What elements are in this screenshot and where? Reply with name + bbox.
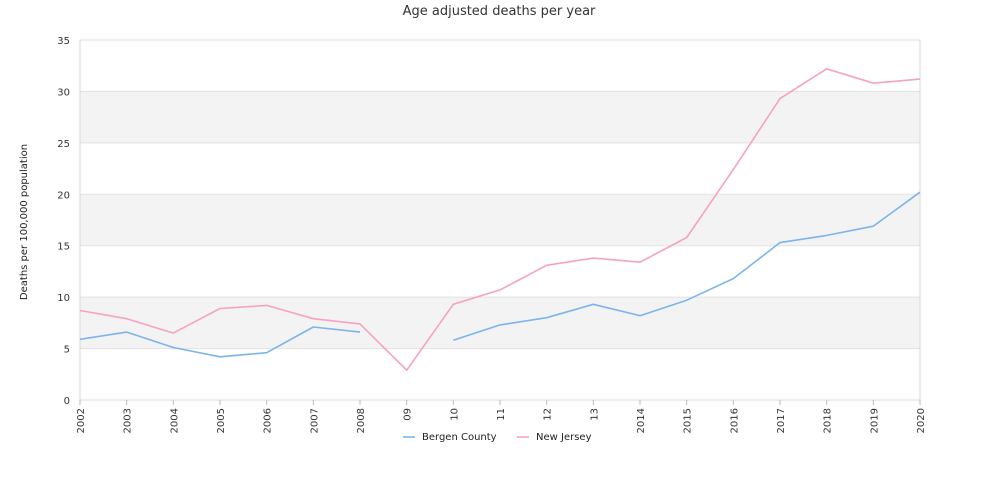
legend-label: New Jersey xyxy=(536,432,592,443)
x-tick-label: 2020 xyxy=(916,408,927,433)
legend[interactable]: Bergen County New Jersey xyxy=(403,432,592,443)
x-tick-label: 2017 xyxy=(776,408,787,433)
legend-item-0[interactable]: Bergen County xyxy=(403,432,497,443)
series-line-1[interactable] xyxy=(79,68,921,371)
y-tick-label: 25 xyxy=(57,139,70,150)
x-tick-label: 2005 xyxy=(216,408,227,433)
x-tick-label: 2015 xyxy=(683,408,694,433)
x-tick-label: 2006 xyxy=(263,408,274,433)
x-tick-label: 2003 xyxy=(123,408,134,433)
legend-item-1[interactable]: New Jersey xyxy=(517,432,592,443)
x-tick-label: 10 xyxy=(449,408,460,421)
x-tick-label: 2007 xyxy=(309,408,320,433)
x-tick-label: 2002 xyxy=(76,408,87,433)
x-tick-label: 2004 xyxy=(169,408,180,433)
legend-label: Bergen County xyxy=(422,432,497,443)
plot-bands xyxy=(80,91,920,349)
plot-band xyxy=(80,91,920,143)
chart-title: Age adjusted deaths per year xyxy=(403,4,596,19)
y-axis-title: Deaths per 100,000 population xyxy=(19,144,30,300)
y-tick-label: 20 xyxy=(57,190,70,201)
x-tick-label: 2014 xyxy=(636,408,647,433)
y-tick-label: 30 xyxy=(57,87,70,98)
y-tick-label: 0 xyxy=(64,396,70,407)
series-layer xyxy=(79,68,921,371)
plot-band xyxy=(80,297,920,349)
grid-lines xyxy=(80,39,920,401)
y-tick-label: 35 xyxy=(57,36,70,47)
x-tick-label: 09 xyxy=(403,408,414,421)
y-axis: 0 5 10 15 20 25 30 35 xyxy=(57,36,70,407)
x-tick-label: 13 xyxy=(589,408,600,421)
y-tick-label: 5 xyxy=(64,345,70,356)
x-tick-label: 2008 xyxy=(356,408,367,433)
x-tick-label: 2019 xyxy=(869,408,880,433)
plot-band xyxy=(80,194,920,246)
x-tick-label: 12 xyxy=(543,408,554,421)
x-axis: 2002 2003 2004 2005 2006 2007 2008 09 10 11 12 13 20… xyxy=(76,400,927,433)
y-tick-label: 10 xyxy=(57,293,70,304)
y-tick-label: 15 xyxy=(57,242,70,253)
x-tick-label: 2016 xyxy=(729,408,740,433)
series-line-0[interactable] xyxy=(79,191,921,358)
x-tick-label: 2018 xyxy=(823,408,834,433)
x-tick-label: 11 xyxy=(496,408,507,421)
